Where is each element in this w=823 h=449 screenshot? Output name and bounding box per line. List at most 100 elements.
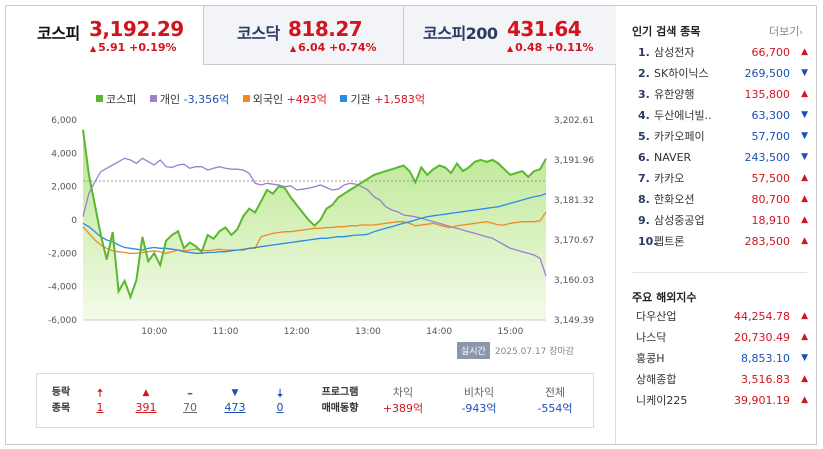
index-value: 44,254.78 [734,310,790,323]
up-triangle-icon: ▲ [801,374,808,384]
foreign-index-item[interactable]: 다우산업 44,254.78 ▲ [632,306,810,327]
breadth-upper-limit[interactable]: 🠅 1 [89,385,111,414]
legend-item-institution: 기관 +1,583억 [340,93,425,106]
tab-change: ▲ 0.48 +0.11% [507,41,594,54]
x-axis-tick: 13:00 [355,327,381,337]
right-axis-tick: 3,181.32 [554,196,594,206]
market-breadth-box: 등락 종목 🠅 1 ▲ 391 – 70 ▼ 473 🠇 0 [36,373,594,428]
tab-kospi[interactable]: 코스피 3,192.29 ▲ 5.91 +0.19% [6,6,203,65]
stock-price: 57,500 [751,172,791,185]
index-value: 8,853.10 [741,352,790,365]
breadth-label: 등락 종목 [51,387,71,414]
rank-number: 3. [638,88,650,101]
program-non-arbitrage: 비차익 -943억 [461,386,497,415]
legend-swatch [340,95,348,102]
stock-price: 283,500 [744,235,791,248]
stock-price: 269,500 [744,67,791,80]
flat-icon: – [187,386,193,400]
up-triangle-icon: ▲ [90,44,97,53]
foreign-index-item[interactable]: 니케이225 39,901.19 ▲ [632,390,810,411]
tab-kosdaq[interactable]: 코스닥 818.27 ▲ 6.04 +0.74% [203,6,403,65]
divider [632,272,807,273]
legend-item-foreigner: 외국인 +493억 [242,93,327,106]
legend-swatch [149,95,157,102]
series-line-institution [82,192,547,254]
realtime-status: 실시간 2025.07.17 장마감 [457,342,574,359]
stock-name: 두산에너빌.. [654,109,712,122]
foreign-index-item[interactable]: 상해종합 3,516.83 ▲ [632,369,810,390]
stock-name: 펩트론 [654,235,685,248]
stock-price: 243,500 [744,151,791,164]
x-axis-tick: 12:00 [284,327,310,337]
program-arbitrage: 차익 +389억 [382,386,424,415]
up-triangle-icon: ▲ [801,173,808,183]
breadth-lower-limit[interactable]: 🠇 0 [269,385,291,414]
stock-price: 80,700 [751,193,791,206]
up-triangle-icon: ▲ [801,89,808,99]
popular-stock-item[interactable]: 7. 카카오 57,500 ▲ [632,168,810,189]
rank-number: 2. [638,67,650,80]
rank-number: 6. [638,151,650,164]
left-axis-tick: 2,000 [51,183,77,193]
stock-price: 63,300 [751,109,791,122]
foreign-index-item[interactable]: 나스닥 20,730.49 ▲ [632,327,810,348]
tab-name: 코스닥 [237,24,280,43]
index-name: 상해종합 [636,373,677,386]
index-tabs: 코스피 3,192.29 ▲ 5.91 +0.19% 코스닥 818.27 ▲ 6.… [6,6,616,65]
realtime-badge[interactable]: 실시간 [457,342,490,359]
breadth-fall[interactable]: ▼ 473 [219,385,251,414]
popular-stock-item[interactable]: 3. 유한양행 135,800 ▲ [632,84,810,105]
left-axis-tick: -2,000 [48,249,77,259]
index-name: 다우산업 [636,310,677,323]
breadth-flat[interactable]: – 70 [175,385,205,414]
breadth-rise[interactable]: ▲ 391 [130,385,162,414]
x-axis-tick: 11:00 [212,327,238,337]
tab-change: ▲ 6.04 +0.74% [290,41,377,54]
popular-stock-item[interactable]: 2. SK하이닉스 269,500 ▼ [632,63,810,84]
up-triangle-icon: ▲ [801,215,808,225]
rank-number: 10. [638,235,658,248]
stock-name: 카카오페이 [654,130,705,143]
rank-number: 5. [638,130,650,143]
popular-stock-item[interactable]: 8. 한화오션 80,700 ▲ [632,189,810,210]
chevron-right-icon: › [799,28,803,38]
popular-stock-item[interactable]: 10. 펩트론 283,500 ▲ [632,231,810,252]
index-value: 3,516.83 [741,373,790,386]
stock-name: 유한양행 [654,88,695,101]
tab-value: 818.27 [288,17,363,41]
index-name: 니케이225 [636,394,688,407]
down-triangle-icon: ▼ [801,110,808,120]
popular-stock-item[interactable]: 5. 카카오페이 57,700 ▼ [632,126,810,147]
tab-kospi200[interactable]: 코스피200 431.64 ▲ 0.48 +0.11% [403,6,616,65]
stock-name: 한화오션 [654,193,695,206]
up-triangle-icon: ▲ [801,311,808,321]
up-triangle-icon: ▲ [801,47,808,57]
fall-icon: ▼ [231,388,239,398]
stock-name: 카카오 [654,172,685,185]
up-triangle-icon: ▲ [507,44,514,53]
legend-swatch [242,95,250,102]
up-triangle-icon: ▲ [290,44,297,53]
index-value: 20,730.49 [734,331,790,344]
more-link[interactable]: 더보기› [769,25,803,38]
tab-name: 코스피 [37,24,80,43]
index-name: 나스닥 [636,331,667,344]
up-triangle-icon: ▲ [801,194,808,204]
market-date: 2025.07.17 장마감 [494,347,575,357]
left-axis-tick: 6,000 [51,116,77,126]
legend-swatch [96,95,103,102]
series-line-kospi [82,129,547,300]
popular-stock-item[interactable]: 9. 삼성중공업 18,910 ▲ [632,210,810,231]
left-axis-tick: -4,000 [48,283,77,293]
popular-stock-item[interactable]: 1. 삼성전자 66,700 ▲ [632,42,810,63]
legend-item-kospi: 코스피 [96,93,136,106]
lower-limit-icon: 🠇 [276,386,284,400]
left-axis-tick: 0 [71,216,77,226]
popular-stock-item[interactable]: 6. NAVER 243,500 ▼ [632,147,810,168]
kospi-area [83,129,546,320]
rank-number: 4. [638,109,650,122]
up-triangle-icon: ▲ [801,395,808,405]
foreign-index-item[interactable]: 홍콩H 8,853.10 ▼ [632,348,810,369]
right-axis-tick: 3,149.39 [554,316,594,326]
popular-stock-item[interactable]: 4. 두산에너빌.. 63,300 ▼ [632,105,810,126]
